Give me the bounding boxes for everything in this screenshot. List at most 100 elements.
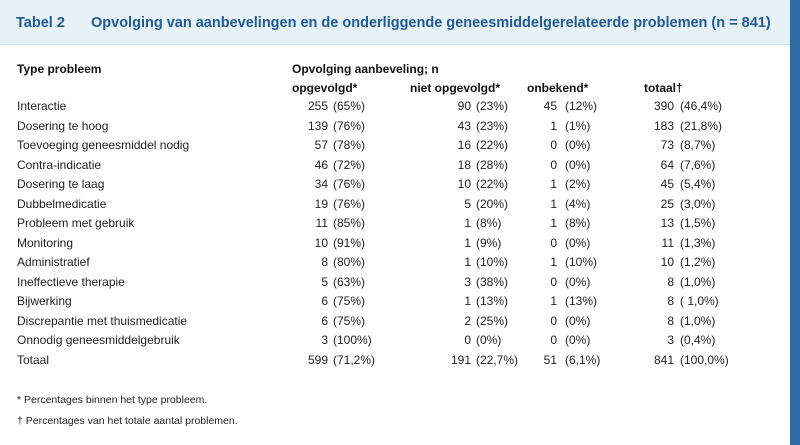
- not-followed-percent: (23%): [476, 118, 509, 133]
- unknown-percent: (0%): [565, 313, 591, 328]
- row-type: Dosering te hoog: [17, 118, 109, 133]
- col-header-followed: opgevolgd*: [292, 81, 358, 95]
- not-followed-count: 1: [464, 216, 471, 230]
- unknown-percent: (0%): [565, 333, 591, 347]
- followed-percent: (76%): [333, 196, 366, 211]
- followed-count: 19: [314, 196, 328, 211]
- col-header-total: totaal†: [644, 81, 683, 95]
- col-header-group: Opvolging aanbeveling; n: [292, 62, 439, 76]
- followed-count: 599: [307, 352, 328, 367]
- unknown-percent: (1%): [565, 118, 591, 133]
- unknown-percent: (12%): [565, 99, 598, 113]
- total-count: 8: [667, 313, 674, 328]
- table-row: Contra-indicatie 46 (72%) 18 (28%) 0 (0%) 64 (7,…: [0, 156, 790, 175]
- unknown-percent: (4%): [565, 196, 591, 211]
- followed-count: 6: [321, 313, 328, 328]
- unknown-count: 0: [550, 274, 557, 289]
- followed-count: 57: [314, 138, 328, 152]
- not-followed-percent: (28%): [476, 157, 509, 172]
- unknown-count: 0: [550, 138, 557, 152]
- unknown-count: 1: [550, 294, 557, 308]
- not-followed-percent: (13%): [476, 294, 509, 308]
- followed-count: 8: [321, 255, 328, 269]
- not-followed-percent: (22%): [476, 138, 509, 152]
- followed-count: 11: [315, 216, 328, 230]
- footnote-star: * Percentages binnen het type probleem.: [17, 394, 208, 406]
- table-row: Probleem met gebruik 11 (85%) 1 (8%) 1 (8%) 13 (…: [0, 214, 790, 233]
- row-type: Totaal: [17, 352, 50, 367]
- row-type: Onnodig geneesmiddelgebruik: [17, 333, 180, 347]
- not-followed-count: 5: [464, 196, 471, 211]
- total-percent: (100,0%): [680, 352, 729, 367]
- not-followed-count: 18: [457, 157, 471, 172]
- row-type: Interactie: [17, 99, 67, 113]
- unknown-percent: (10%): [565, 255, 598, 269]
- followed-percent: (76%): [333, 118, 366, 133]
- total-percent: (1,5%): [680, 216, 716, 230]
- followed-count: 10: [314, 235, 328, 250]
- not-followed-count: 1: [464, 235, 471, 250]
- followed-percent: (78%): [333, 138, 366, 152]
- col-header-unknown: onbekend*: [527, 81, 589, 95]
- unknown-percent: (0%): [565, 235, 591, 250]
- followed-count: 3: [321, 333, 328, 347]
- followed-percent: (75%): [333, 294, 366, 308]
- table-row: Ineffectieve therapie 5 (63%) 3 (38%) 0 (0%) 8 (…: [0, 273, 790, 292]
- total-percent: (8,7%): [680, 138, 716, 152]
- unknown-percent: (13%): [565, 294, 598, 308]
- total-count: 390: [653, 99, 674, 113]
- row-type: Dosering te laag: [17, 177, 105, 191]
- unknown-count: 1: [550, 177, 557, 191]
- unknown-percent: (6,1%): [565, 352, 601, 367]
- total-percent: (1,2%): [680, 255, 716, 269]
- row-type: Probleem met gebruik: [17, 216, 135, 230]
- not-followed-percent: (25%): [476, 313, 509, 328]
- followed-percent: (65%): [333, 99, 366, 113]
- followed-percent: (80%): [333, 255, 366, 269]
- not-followed-percent: (23%): [476, 99, 509, 113]
- not-followed-count: 1: [464, 255, 471, 269]
- followed-count: 5: [321, 274, 328, 289]
- not-followed-percent: (38%): [476, 274, 509, 289]
- total-count: 11: [661, 235, 674, 250]
- total-count: 25: [660, 196, 674, 211]
- unknown-percent: (2%): [565, 177, 591, 191]
- followed-count: 139: [307, 118, 328, 133]
- total-count: 841: [653, 352, 674, 367]
- col-header-not-followed: niet opgevolgd*: [410, 81, 500, 95]
- not-followed-count: 90: [457, 99, 471, 113]
- followed-percent: (76%): [333, 177, 366, 191]
- row-type: Monitoring: [17, 235, 74, 250]
- total-count: 45: [660, 177, 674, 191]
- right-edge-bar: [790, 0, 800, 445]
- unknown-count: 0: [550, 333, 557, 347]
- table-row: Discrepantie met thuismedicatie 6 (75%) 2 (2…: [0, 312, 790, 331]
- table-label: Tabel 2: [16, 15, 65, 31]
- not-followed-count: 1: [464, 294, 471, 308]
- not-followed-count: 2: [464, 313, 471, 328]
- total-percent: (1,3%): [680, 235, 716, 250]
- unknown-percent: (0%): [565, 274, 591, 289]
- total-count: 13: [660, 216, 674, 230]
- table-row: Totaal 599 (71,2%) 191 (22,7%) 51 (6,1%) 841 (10…: [0, 351, 790, 370]
- total-percent: (7,6%): [680, 157, 716, 172]
- not-followed-count: 0: [464, 333, 471, 347]
- unknown-count: 1: [550, 118, 557, 133]
- unknown-percent: (0%): [565, 138, 591, 152]
- not-followed-count: 43: [457, 118, 471, 133]
- not-followed-percent: (10%): [476, 255, 509, 269]
- total-percent: (0,4%): [680, 333, 716, 347]
- unknown-count: 0: [550, 313, 557, 328]
- unknown-percent: (0%): [565, 157, 591, 172]
- followed-count: 255: [307, 99, 328, 113]
- row-type: Toevoeging geneesmiddel nodig: [17, 138, 190, 152]
- total-count: 64: [660, 157, 674, 172]
- table-row: Interactie 255 (65%) 90 (23%) 45 (12%) 390 (46,4…: [0, 97, 790, 116]
- total-percent: (1,0%): [680, 313, 716, 328]
- not-followed-percent: (22%): [476, 177, 509, 191]
- unknown-percent: (8%): [565, 216, 591, 230]
- total-count: 183: [653, 118, 674, 133]
- not-followed-count: 191: [450, 352, 471, 367]
- total-percent: (5,4%): [680, 177, 716, 191]
- not-followed-percent: (22,7%): [476, 352, 519, 367]
